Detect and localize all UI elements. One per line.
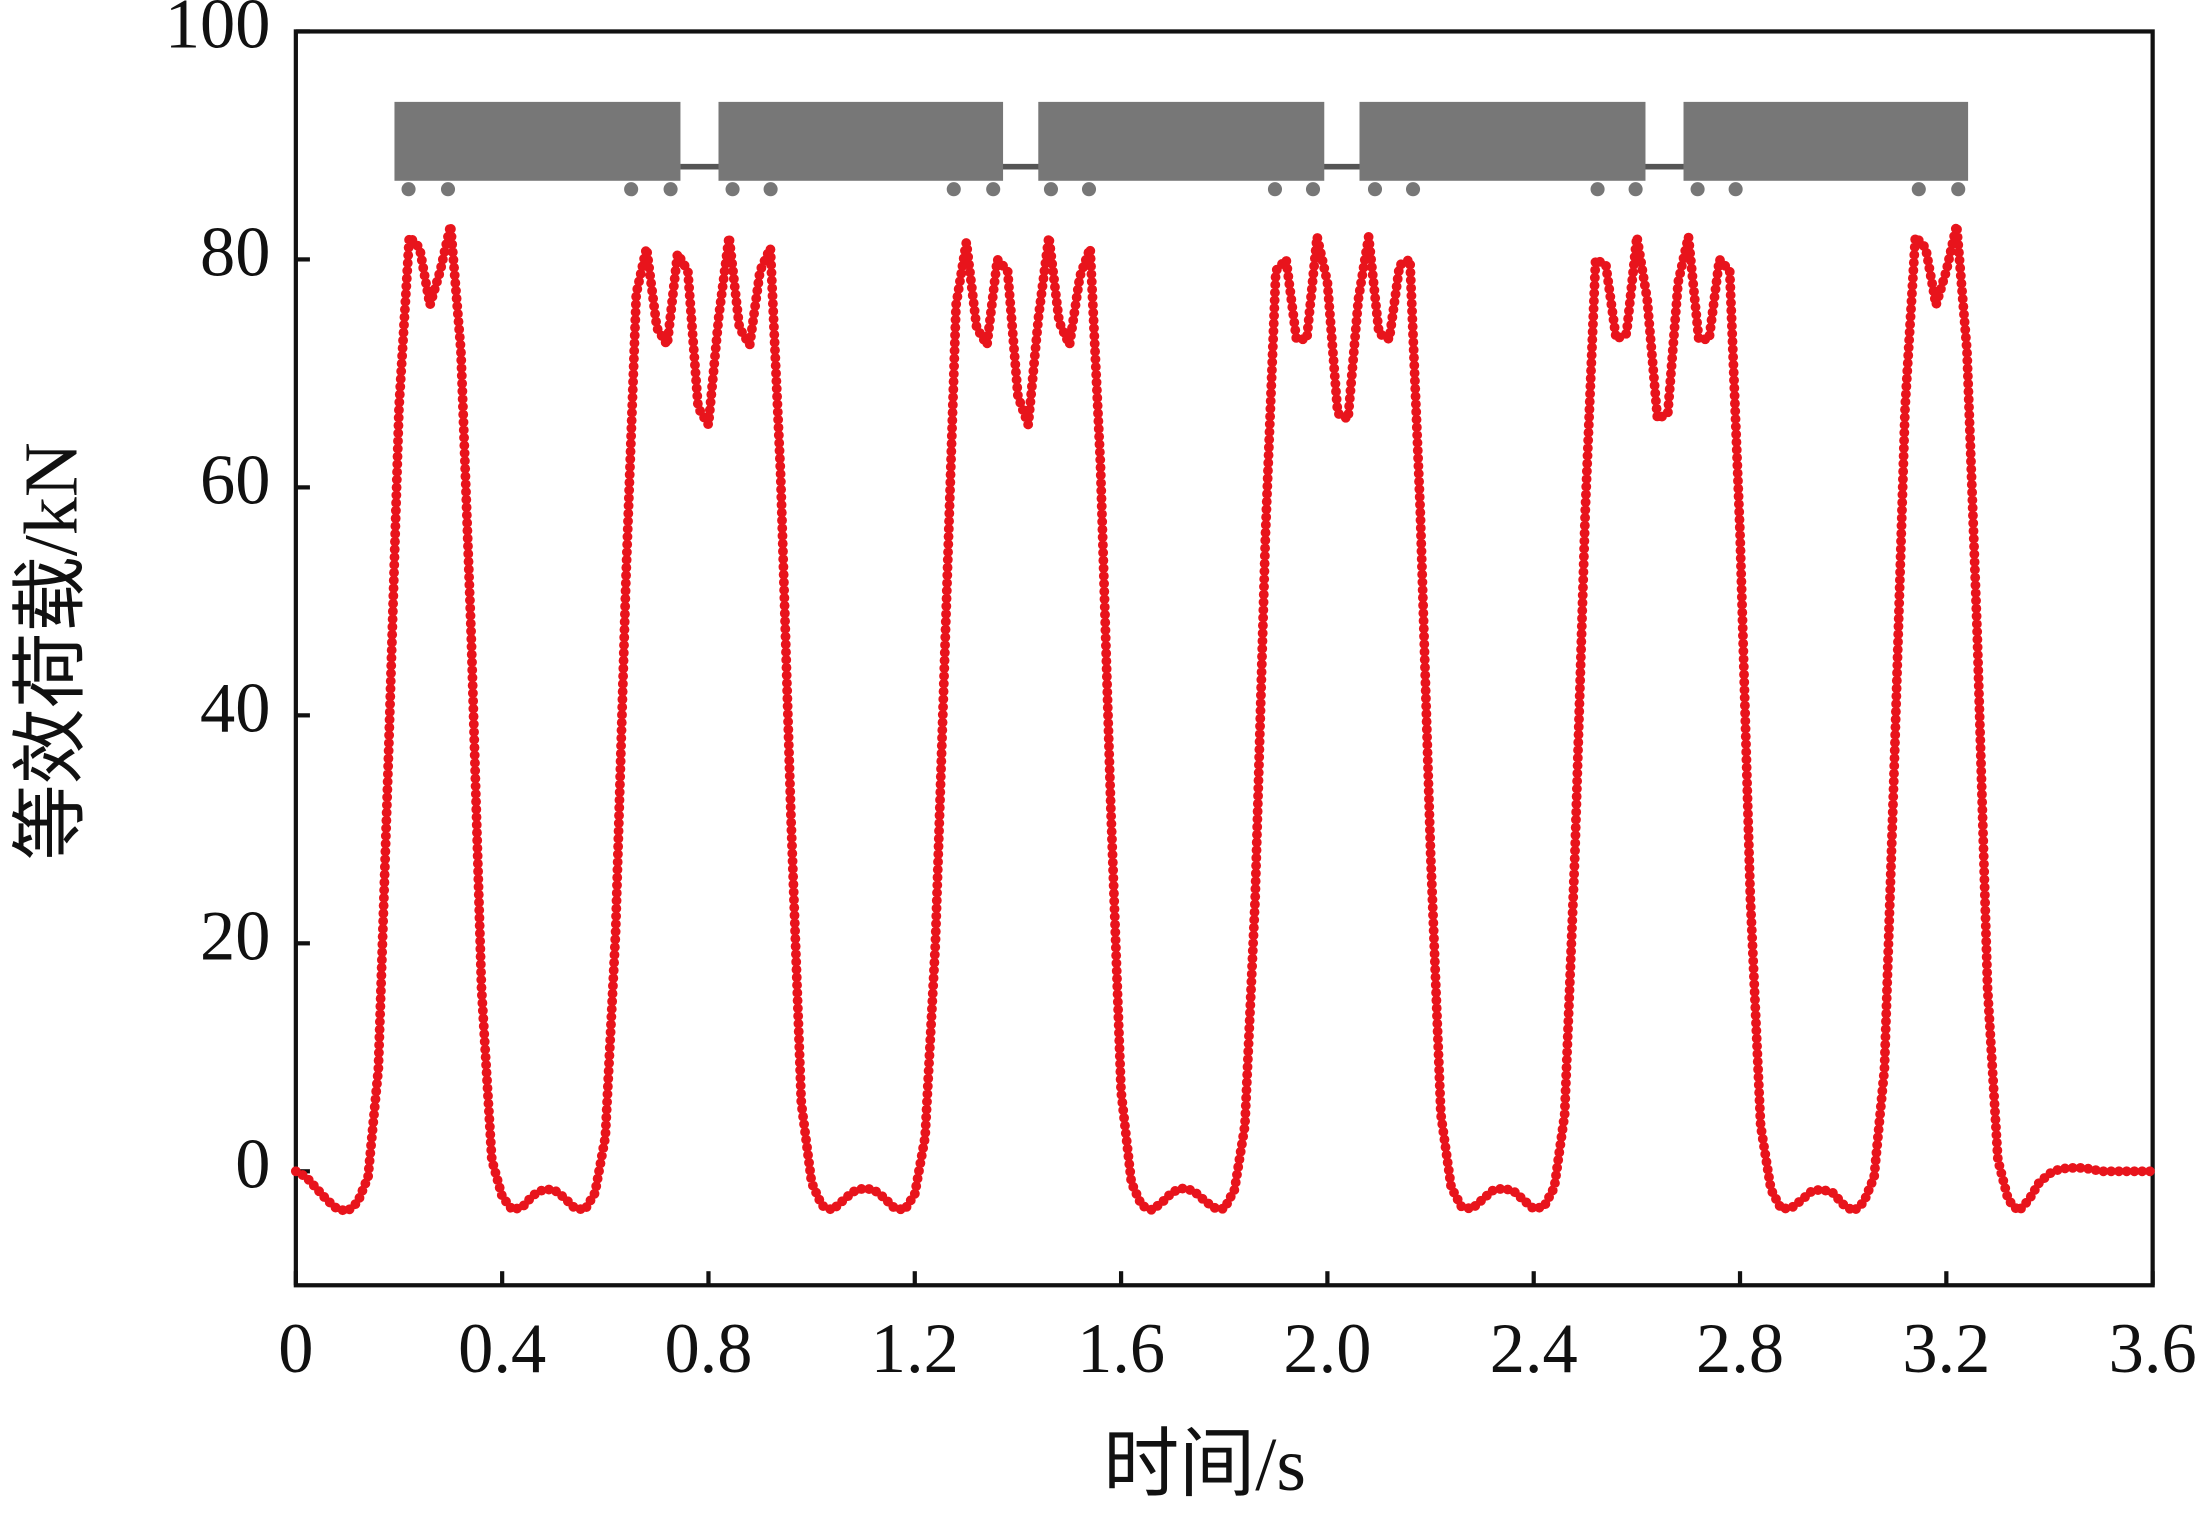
x-axis-title: 时间/s <box>1103 1423 1306 1507</box>
car <box>1359 101 1646 181</box>
train-illustration <box>394 101 1969 197</box>
y-tick-label: 40 <box>200 670 270 748</box>
x-tick-label: 0 <box>278 1310 313 1388</box>
y-tick-label: 20 <box>200 897 270 975</box>
x-tick-label: 1.2 <box>871 1310 959 1388</box>
car <box>394 101 681 181</box>
x-tick-label: 2.4 <box>1490 1310 1578 1388</box>
y-tick-label: 60 <box>200 442 270 520</box>
x-tick-label: 2.0 <box>1283 1310 1371 1388</box>
car <box>1038 101 1325 181</box>
y-axis-title: 等效荷载/kN <box>10 442 94 860</box>
x-tick-label: 0.4 <box>458 1310 546 1388</box>
x-tick-label: 1.6 <box>1077 1310 1165 1388</box>
x-tick-label: 2.8 <box>1696 1310 1784 1388</box>
plot-frame <box>293 29 2155 1288</box>
load-curve <box>290 220 2158 1217</box>
x-tick-label: 3.2 <box>1902 1310 1990 1388</box>
y-tick-label: 100 <box>165 0 271 64</box>
y-tick-label: 0 <box>235 1125 270 1203</box>
car <box>1683 101 1969 181</box>
x-tick-label: 0.8 <box>664 1310 752 1388</box>
x-tick-label: 3.6 <box>2109 1310 2197 1388</box>
y-tick-label: 80 <box>200 214 270 292</box>
car <box>718 101 1004 181</box>
wheels <box>401 182 1966 197</box>
